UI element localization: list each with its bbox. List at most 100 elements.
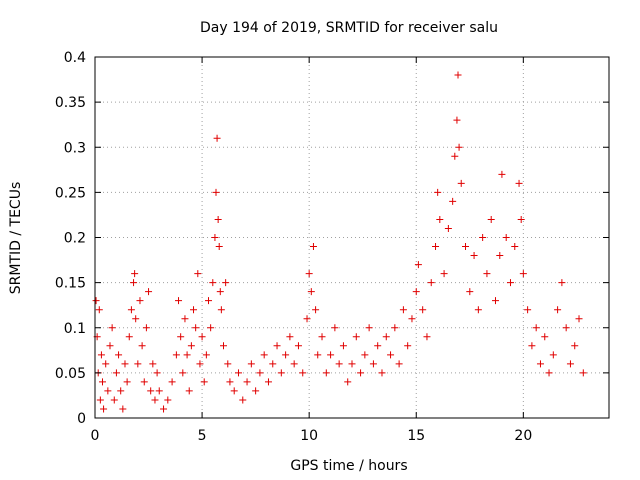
- data-point: [282, 351, 290, 359]
- data-point: [449, 197, 457, 205]
- data-point: [506, 279, 514, 287]
- data-point: [312, 306, 320, 314]
- data-point: [127, 306, 135, 314]
- data-point: [395, 360, 403, 368]
- data-point: [454, 71, 462, 79]
- x-tick-label: 5: [198, 428, 207, 444]
- data-point: [361, 351, 369, 359]
- data-point: [125, 333, 133, 341]
- data-point: [374, 342, 382, 350]
- data-point: [160, 405, 168, 413]
- data-point: [205, 297, 213, 305]
- data-point: [202, 351, 210, 359]
- y-tick-label: 0.25: [55, 185, 86, 201]
- data-point: [286, 333, 294, 341]
- data-point: [327, 351, 335, 359]
- data-point: [404, 342, 412, 350]
- data-point: [423, 333, 431, 341]
- data-point: [119, 405, 127, 413]
- data-point: [554, 306, 562, 314]
- data-point: [185, 387, 193, 395]
- data-point: [212, 188, 220, 196]
- data-point: [517, 215, 525, 223]
- data-point: [344, 378, 352, 386]
- data-point: [95, 306, 103, 314]
- grid-lines: [95, 57, 609, 418]
- data-point: [151, 396, 159, 404]
- data-point: [98, 378, 106, 386]
- data-point: [365, 324, 373, 332]
- x-tick-label: 15: [407, 428, 425, 444]
- data-point: [131, 270, 139, 278]
- data-point: [318, 333, 326, 341]
- data-point: [408, 315, 416, 323]
- data-point: [243, 378, 251, 386]
- data-point: [217, 306, 225, 314]
- data-point: [168, 378, 176, 386]
- data-point: [239, 396, 247, 404]
- data-point: [256, 369, 264, 377]
- data-point: [453, 116, 461, 124]
- data-point: [177, 333, 185, 341]
- data-point: [194, 270, 202, 278]
- y-tick-label: 0.35: [55, 95, 86, 111]
- data-point: [511, 243, 519, 251]
- data-point: [112, 369, 120, 377]
- data-point: [134, 360, 142, 368]
- data-point: [305, 270, 313, 278]
- data-point: [528, 342, 536, 350]
- data-point: [412, 288, 420, 296]
- data-point: [440, 270, 448, 278]
- data-point: [427, 279, 435, 287]
- data-point: [247, 360, 255, 368]
- data-point: [299, 369, 307, 377]
- data-point: [432, 243, 440, 251]
- data-point: [391, 324, 399, 332]
- data-point: [187, 342, 195, 350]
- data-point: [273, 342, 281, 350]
- data-point: [536, 360, 544, 368]
- data-point: [264, 378, 272, 386]
- data-point: [498, 170, 506, 178]
- data-point: [110, 396, 118, 404]
- data-point: [491, 297, 499, 305]
- data-point: [309, 243, 317, 251]
- data-point: [145, 288, 153, 296]
- data-point: [209, 279, 217, 287]
- data-point: [419, 306, 427, 314]
- data-point: [541, 333, 549, 341]
- data-point: [196, 360, 204, 368]
- data-point: [562, 324, 570, 332]
- data-point: [224, 360, 232, 368]
- data-point: [549, 351, 557, 359]
- data-point: [474, 306, 482, 314]
- data-point: [104, 387, 112, 395]
- data-point: [479, 234, 487, 241]
- data-point: [290, 360, 298, 368]
- data-point: [352, 333, 360, 341]
- data-point: [102, 360, 110, 368]
- x-tick-label: 10: [300, 428, 318, 444]
- y-tick-label: 0.2: [64, 231, 86, 247]
- data-point: [164, 396, 172, 404]
- data-point: [230, 387, 238, 395]
- data-point: [382, 333, 390, 341]
- data-point: [115, 351, 123, 359]
- data-point: [179, 369, 187, 377]
- data-point: [153, 369, 161, 377]
- data-point: [97, 351, 105, 359]
- data-point: [123, 378, 131, 386]
- data-point: [566, 360, 574, 368]
- data-point: [181, 315, 189, 323]
- data-point: [532, 324, 540, 332]
- data-point: [260, 351, 268, 359]
- data-point: [455, 143, 463, 151]
- data-point: [147, 387, 155, 395]
- data-point: [496, 252, 504, 260]
- data-point: [399, 306, 407, 314]
- data-point: [502, 234, 510, 241]
- y-tick-label: 0.05: [55, 366, 86, 382]
- data-point: [269, 360, 277, 368]
- chart-title: Day 194 of 2019, SRMTID for receiver sal…: [200, 20, 498, 36]
